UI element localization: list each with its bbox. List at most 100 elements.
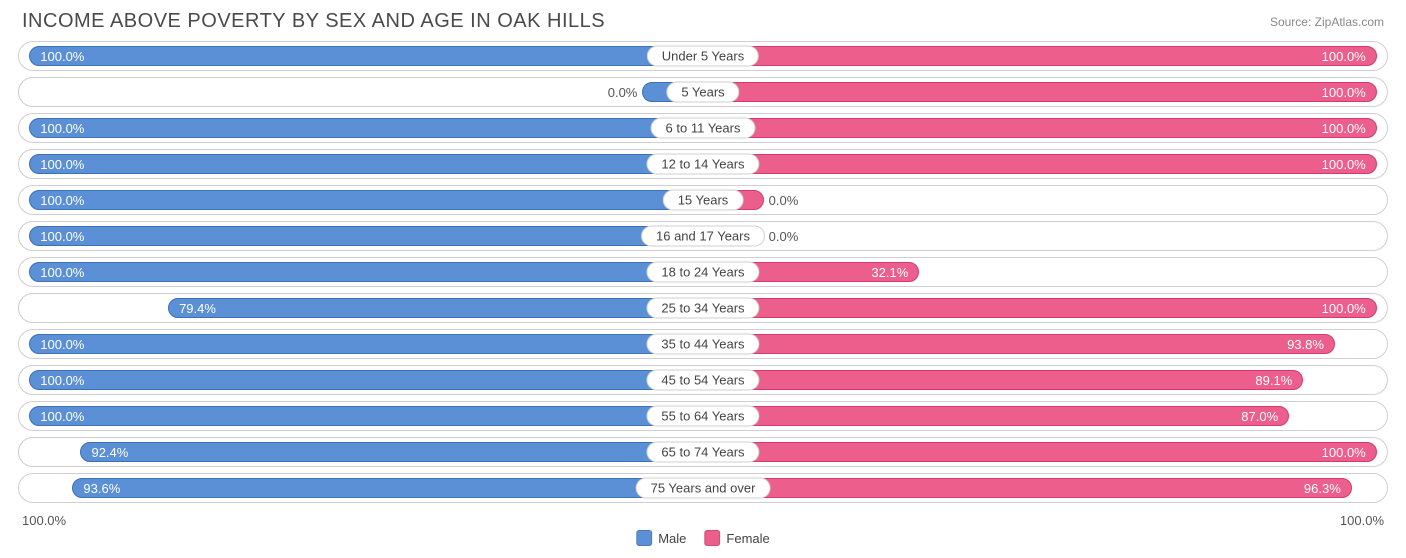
chart-row: 100.0% 87.0% 55 to 64 Years	[18, 401, 1388, 431]
female-bar: 100.0%	[703, 154, 1377, 174]
category-label: 16 and 17 Years	[641, 226, 765, 247]
female-bar: 89.1%	[703, 370, 1303, 390]
male-value-label: 100.0%	[30, 49, 94, 64]
female-half: 100.0%	[703, 114, 1387, 142]
female-value-label: 100.0%	[1312, 445, 1376, 460]
female-half: 100.0%	[703, 42, 1387, 70]
male-bar: 93.6%	[72, 478, 703, 498]
female-half: 0.0%	[703, 186, 1387, 214]
chart-row: 79.4% 100.0% 25 to 34 Years	[18, 293, 1388, 323]
male-value-label: 100.0%	[30, 337, 94, 352]
female-value-label: 96.3%	[1294, 481, 1351, 496]
male-value-label: 92.4%	[81, 445, 138, 460]
male-half: 92.4%	[19, 438, 703, 466]
male-value-label: 100.0%	[30, 373, 94, 388]
female-half: 100.0%	[703, 438, 1387, 466]
female-value-label: 87.0%	[1231, 409, 1288, 424]
female-half: 100.0%	[703, 78, 1387, 106]
chart-row: 0.0%100.0%5 Years	[18, 77, 1388, 107]
male-half: 100.0%	[19, 114, 703, 142]
female-half: 32.1%	[703, 258, 1387, 286]
male-half: 100.0%	[19, 42, 703, 70]
category-label: 45 to 54 Years	[646, 370, 759, 391]
male-half: 100.0%	[19, 150, 703, 178]
male-bar: 100.0%	[29, 46, 703, 66]
category-label: 35 to 44 Years	[646, 334, 759, 355]
female-half: 93.8%	[703, 330, 1387, 358]
male-bar: 100.0%	[29, 406, 703, 426]
female-half: 96.3%	[703, 474, 1387, 502]
chart-title: INCOME ABOVE POVERTY BY SEX AND AGE IN O…	[22, 10, 605, 33]
male-bar: 92.4%	[80, 442, 703, 462]
chart-row: 100.0% 0.0% 15 Years	[18, 185, 1388, 215]
female-half: 87.0%	[703, 402, 1387, 430]
female-half: 100.0%	[703, 150, 1387, 178]
female-bar: 93.8%	[703, 334, 1335, 354]
female-swatch-icon	[704, 530, 720, 546]
male-half: 79.4%	[19, 294, 703, 322]
male-value-label: 100.0%	[30, 193, 94, 208]
male-value-label: 93.6%	[73, 481, 130, 496]
female-bar: 100.0%	[703, 82, 1377, 102]
category-label: 5 Years	[666, 82, 739, 103]
female-bar: 100.0%	[703, 298, 1377, 318]
male-half: 100.0%	[19, 258, 703, 286]
female-value-label: 100.0%	[1312, 49, 1376, 64]
male-bar: 100.0%	[29, 226, 703, 246]
male-half: 100.0%	[19, 222, 703, 250]
male-half: 100.0%	[19, 186, 703, 214]
female-value-label: 100.0%	[1312, 301, 1376, 316]
female-bar: 87.0%	[703, 406, 1289, 426]
chart-row: 93.6% 96.3% 75 Years and over	[18, 473, 1388, 503]
category-label: 6 to 11 Years	[651, 118, 756, 139]
female-value-label: 0.0%	[763, 193, 809, 208]
category-label: 65 to 74 Years	[646, 442, 759, 463]
female-value-label: 100.0%	[1312, 121, 1376, 136]
legend: Male Female	[636, 530, 770, 546]
category-label: 75 Years and over	[636, 478, 771, 499]
chart-row: 100.0%32.1%18 to 24 Years	[18, 257, 1388, 287]
axis-right-label: 100.0%	[1340, 513, 1384, 528]
male-half: 100.0%	[19, 366, 703, 394]
chart-row: 100.0% 100.0% 12 to 14 Years	[18, 149, 1388, 179]
axis-labels: 100.0% 100.0%	[0, 509, 1406, 528]
male-value-label: 100.0%	[30, 121, 94, 136]
female-value-label: 100.0%	[1312, 157, 1376, 172]
female-half: 100.0%	[703, 294, 1387, 322]
female-value-label: 89.1%	[1245, 373, 1302, 388]
male-value-label: 100.0%	[30, 157, 94, 172]
diverging-bar-chart: 100.0%100.0%Under 5 Years0.0%100.0%5 Yea…	[0, 41, 1406, 503]
male-bar: 100.0%	[29, 334, 703, 354]
chart-header: INCOME ABOVE POVERTY BY SEX AND AGE IN O…	[0, 0, 1406, 41]
male-bar: 100.0%	[29, 154, 703, 174]
chart-row: 100.0% 100.0% Under 5 Years	[18, 41, 1388, 71]
chart-source: Source: ZipAtlas.com	[1270, 15, 1384, 29]
chart-row: 100.0% 100.0% 6 to 11 Years	[18, 113, 1388, 143]
legend-item-male: Male	[636, 530, 686, 546]
chart-row: 92.4% 100.0% 65 to 74 Years	[18, 437, 1388, 467]
chart-row: 100.0% 89.1% 45 to 54 Years	[18, 365, 1388, 395]
male-value-label: 100.0%	[30, 265, 94, 280]
female-bar: 100.0%	[703, 442, 1377, 462]
category-label: 15 Years	[663, 190, 744, 211]
category-label: 25 to 34 Years	[646, 298, 759, 319]
chart-row: 100.0% 0.0%16 and 17 Years	[18, 221, 1388, 251]
legend-male-label: Male	[658, 531, 686, 546]
category-label: 12 to 14 Years	[646, 154, 759, 175]
male-value-label: 100.0%	[30, 409, 94, 424]
category-label: 55 to 64 Years	[646, 406, 759, 427]
male-value-label: 100.0%	[30, 229, 94, 244]
male-bar: 100.0%	[29, 118, 703, 138]
female-bar: 100.0%	[703, 118, 1377, 138]
female-bar: 96.3%	[703, 478, 1352, 498]
female-half: 0.0%	[703, 222, 1387, 250]
female-bar: 100.0%	[703, 46, 1377, 66]
male-half: 100.0%	[19, 402, 703, 430]
male-bar: 100.0%	[29, 190, 703, 210]
female-half: 89.1%	[703, 366, 1387, 394]
category-label: Under 5 Years	[647, 46, 759, 67]
male-bar: 100.0%	[29, 370, 703, 390]
male-half: 100.0%	[19, 330, 703, 358]
male-value-label: 79.4%	[169, 301, 226, 316]
male-half: 0.0%	[19, 78, 703, 106]
